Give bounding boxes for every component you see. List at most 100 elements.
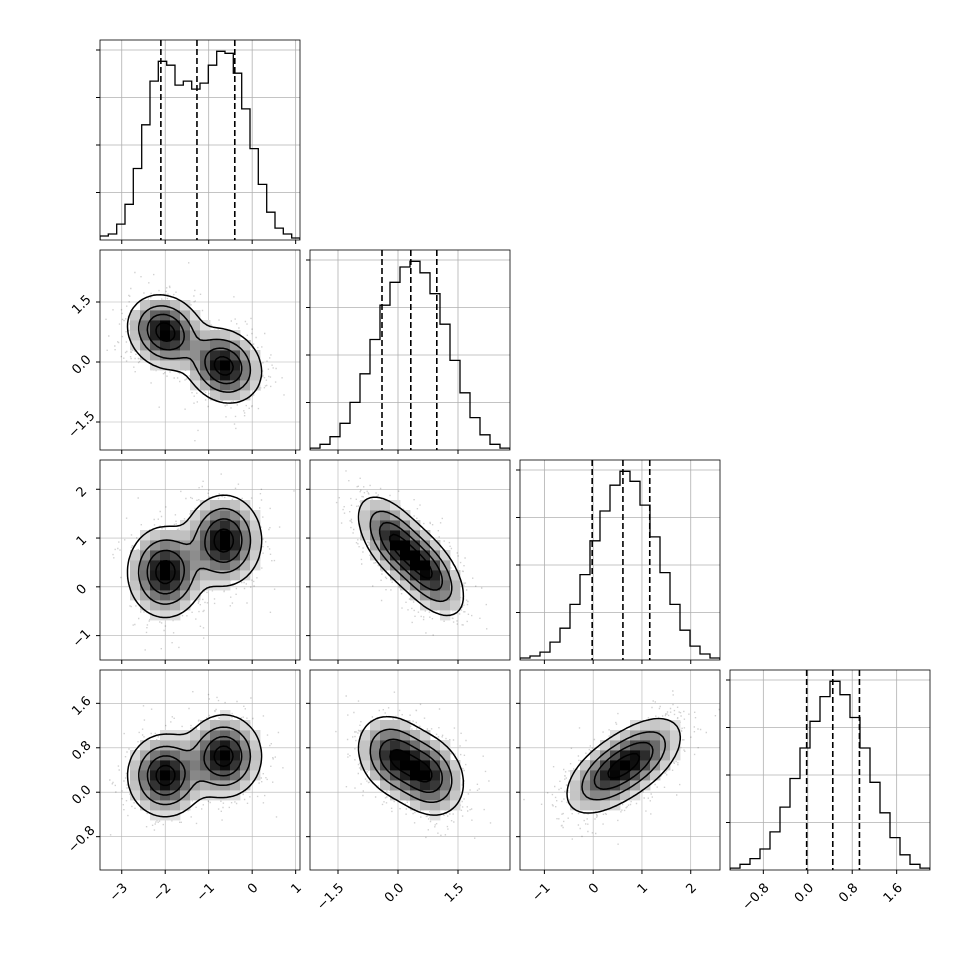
density-cell xyxy=(180,750,191,761)
density-cell xyxy=(150,530,161,541)
density-cell xyxy=(160,570,171,581)
density-cell xyxy=(160,560,171,571)
density-cell xyxy=(210,330,221,341)
density-cell xyxy=(170,590,181,601)
contour-line xyxy=(369,728,453,804)
density-cell xyxy=(380,780,391,791)
density-cell xyxy=(600,780,611,791)
density-cell xyxy=(650,730,661,741)
y-tick-label: 0.8 xyxy=(69,738,94,763)
density-cell xyxy=(420,600,431,611)
density-cell xyxy=(380,530,391,541)
density-cell xyxy=(410,580,421,591)
density-cell xyxy=(160,740,171,751)
density-cell xyxy=(650,740,661,751)
density-cell xyxy=(160,610,171,621)
density-cell xyxy=(180,320,191,331)
density-cell xyxy=(200,750,211,761)
density-cell xyxy=(240,730,251,741)
density-cell xyxy=(200,740,211,751)
density-cell xyxy=(210,580,221,591)
contour-line xyxy=(126,714,263,818)
density-cell xyxy=(180,760,191,771)
histogram-step xyxy=(520,470,720,660)
density-cell xyxy=(240,360,251,371)
density-cell xyxy=(660,760,671,771)
density-cell xyxy=(210,520,221,531)
histogram-panel xyxy=(730,670,930,870)
density-cell xyxy=(230,530,241,541)
density-cell xyxy=(420,540,431,551)
density-cell xyxy=(390,780,401,791)
contour-line xyxy=(378,521,444,591)
density-cell xyxy=(210,570,221,581)
contour-line xyxy=(126,294,263,404)
density-cell xyxy=(600,750,611,761)
density-cell xyxy=(170,550,181,561)
density-cell xyxy=(230,360,241,371)
density-cell xyxy=(380,750,391,761)
density-cell xyxy=(420,770,431,781)
density-cell xyxy=(160,810,171,821)
density-cell xyxy=(150,590,161,601)
density-cell xyxy=(410,800,421,811)
y-tick-label: 0.0 xyxy=(69,783,94,808)
density-cell xyxy=(170,320,181,331)
density-panel xyxy=(100,250,300,450)
density-cell xyxy=(130,580,141,591)
density-cell xyxy=(420,760,431,771)
density-cell xyxy=(410,790,421,801)
density-cell xyxy=(400,550,411,561)
density-cell xyxy=(210,790,221,801)
density-cell xyxy=(400,530,411,541)
density-cell xyxy=(440,590,451,601)
density-cell xyxy=(150,770,161,781)
density-cell xyxy=(200,550,211,561)
density-cell xyxy=(200,510,211,521)
density-cell xyxy=(140,560,151,571)
density-cell xyxy=(400,790,411,801)
density-cell xyxy=(130,330,141,341)
density-cell xyxy=(180,350,191,361)
density-cell xyxy=(140,320,151,331)
density-cell xyxy=(200,790,211,801)
density-cell xyxy=(370,760,381,771)
density-cell xyxy=(190,730,201,741)
contour-line xyxy=(566,717,682,814)
density-cell xyxy=(240,340,251,351)
density-cell xyxy=(250,750,261,761)
density-cell xyxy=(440,760,451,771)
density-cell xyxy=(130,590,141,601)
density-cell xyxy=(370,740,381,751)
density-cell xyxy=(180,520,191,531)
density-cell xyxy=(420,790,431,801)
density-cell xyxy=(180,740,191,751)
density-cell xyxy=(450,590,461,601)
density-cell xyxy=(380,770,391,781)
density-cell xyxy=(420,530,431,541)
density-cell xyxy=(360,500,371,511)
density-cell xyxy=(360,520,371,531)
density-cell xyxy=(230,510,241,521)
histogram-panel xyxy=(310,250,510,450)
y-tick-label: −0.8 xyxy=(66,823,99,856)
density-cell xyxy=(660,750,671,761)
density-cell xyxy=(400,510,411,521)
density-cell xyxy=(620,740,631,751)
density-cell xyxy=(140,350,151,361)
density-cell xyxy=(670,730,681,741)
density-cell xyxy=(140,780,151,791)
panel-frame xyxy=(99,459,301,661)
density-cell xyxy=(410,780,421,791)
density-cell xyxy=(630,750,641,761)
density-cell xyxy=(650,720,661,731)
density-cell xyxy=(380,740,391,751)
density-cell xyxy=(150,780,161,791)
density-cell xyxy=(610,770,621,781)
density-cell xyxy=(150,750,161,761)
x-tick-label: −0.8 xyxy=(740,881,773,914)
contour-line xyxy=(146,735,243,796)
density-cell xyxy=(190,750,201,761)
density-cell xyxy=(430,770,441,781)
density-cell xyxy=(180,780,191,791)
